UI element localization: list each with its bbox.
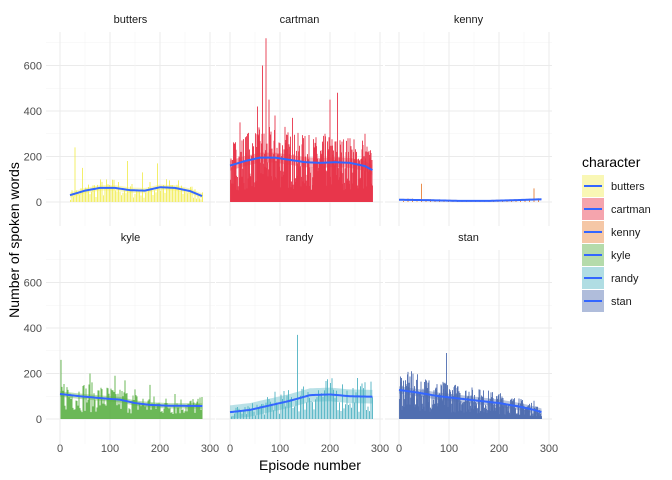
legend-label: butters: [611, 181, 645, 193]
x-tick-label: 200: [490, 443, 508, 455]
legend-title: character: [582, 154, 641, 170]
smooth-line: [398, 198, 542, 202]
x-tick-label: 200: [151, 443, 169, 455]
facet-cartman: cartman: [216, 14, 383, 226]
y-tick-label: 600: [24, 278, 42, 290]
facet-butters: butters: [46, 14, 215, 226]
x-tick-label: 0: [57, 443, 63, 455]
axes: 0 200 400 600 0 200 400 600 0 100 200 300 0 100 200 300…: [24, 61, 559, 456]
y-tick-label: 200: [24, 152, 42, 164]
legend-label: randy: [611, 273, 639, 285]
bars: [60, 359, 203, 419]
facet-kenny: kenny: [385, 14, 552, 226]
facet-randy: randy: [216, 232, 383, 444]
confidence-band: [399, 386, 542, 416]
facet-label: stan: [458, 232, 479, 244]
facet-label: kenny: [454, 14, 484, 26]
x-tick-label: 200: [321, 443, 339, 455]
facet-panels: butters cartman kenny kyle randy stan: [46, 14, 552, 444]
smooth-line: [229, 156, 373, 172]
y-axis-label: Number of spoken words: [6, 162, 22, 318]
y-tick-label: 0: [36, 197, 42, 209]
smooth-line: [69, 186, 203, 198]
x-tick-label: 300: [540, 443, 558, 455]
facet-stan: stan: [385, 232, 552, 444]
bars: [399, 353, 542, 419]
x-tick-label: 100: [440, 443, 458, 455]
bars: [70, 147, 203, 202]
smooth-line: [59, 392, 203, 408]
facet-label: butters: [114, 14, 148, 26]
facet-label: kyle: [121, 232, 141, 244]
legend: butters cartman kenny kyle randy stan: [582, 175, 651, 312]
y-tick-label: 200: [24, 369, 42, 381]
bars: [230, 38, 373, 202]
x-tick-label: 300: [201, 443, 219, 455]
legend-label: cartman: [611, 204, 651, 216]
smooth-line: [398, 388, 542, 414]
legend-label: kyle: [611, 250, 631, 262]
facet-label: randy: [286, 232, 314, 244]
legend-label: stan: [611, 296, 632, 308]
legend-label: kenny: [611, 227, 641, 239]
y-tick-label: 400: [24, 323, 42, 335]
x-tick-label: 100: [271, 443, 289, 455]
x-tick-label: 0: [227, 443, 233, 455]
y-tick-label: 400: [24, 106, 42, 118]
y-tick-label: 600: [24, 61, 42, 73]
x-tick-label: 100: [101, 443, 119, 455]
x-tick-label: 300: [371, 443, 389, 455]
bars: [231, 334, 373, 419]
facet-kyle: kyle: [46, 232, 215, 444]
y-tick-label: 0: [36, 414, 42, 426]
smooth-line: [229, 393, 373, 414]
x-axis-label: Episode number: [259, 457, 361, 473]
x-tick-label: 0: [396, 443, 402, 455]
facet-label: cartman: [280, 14, 320, 26]
